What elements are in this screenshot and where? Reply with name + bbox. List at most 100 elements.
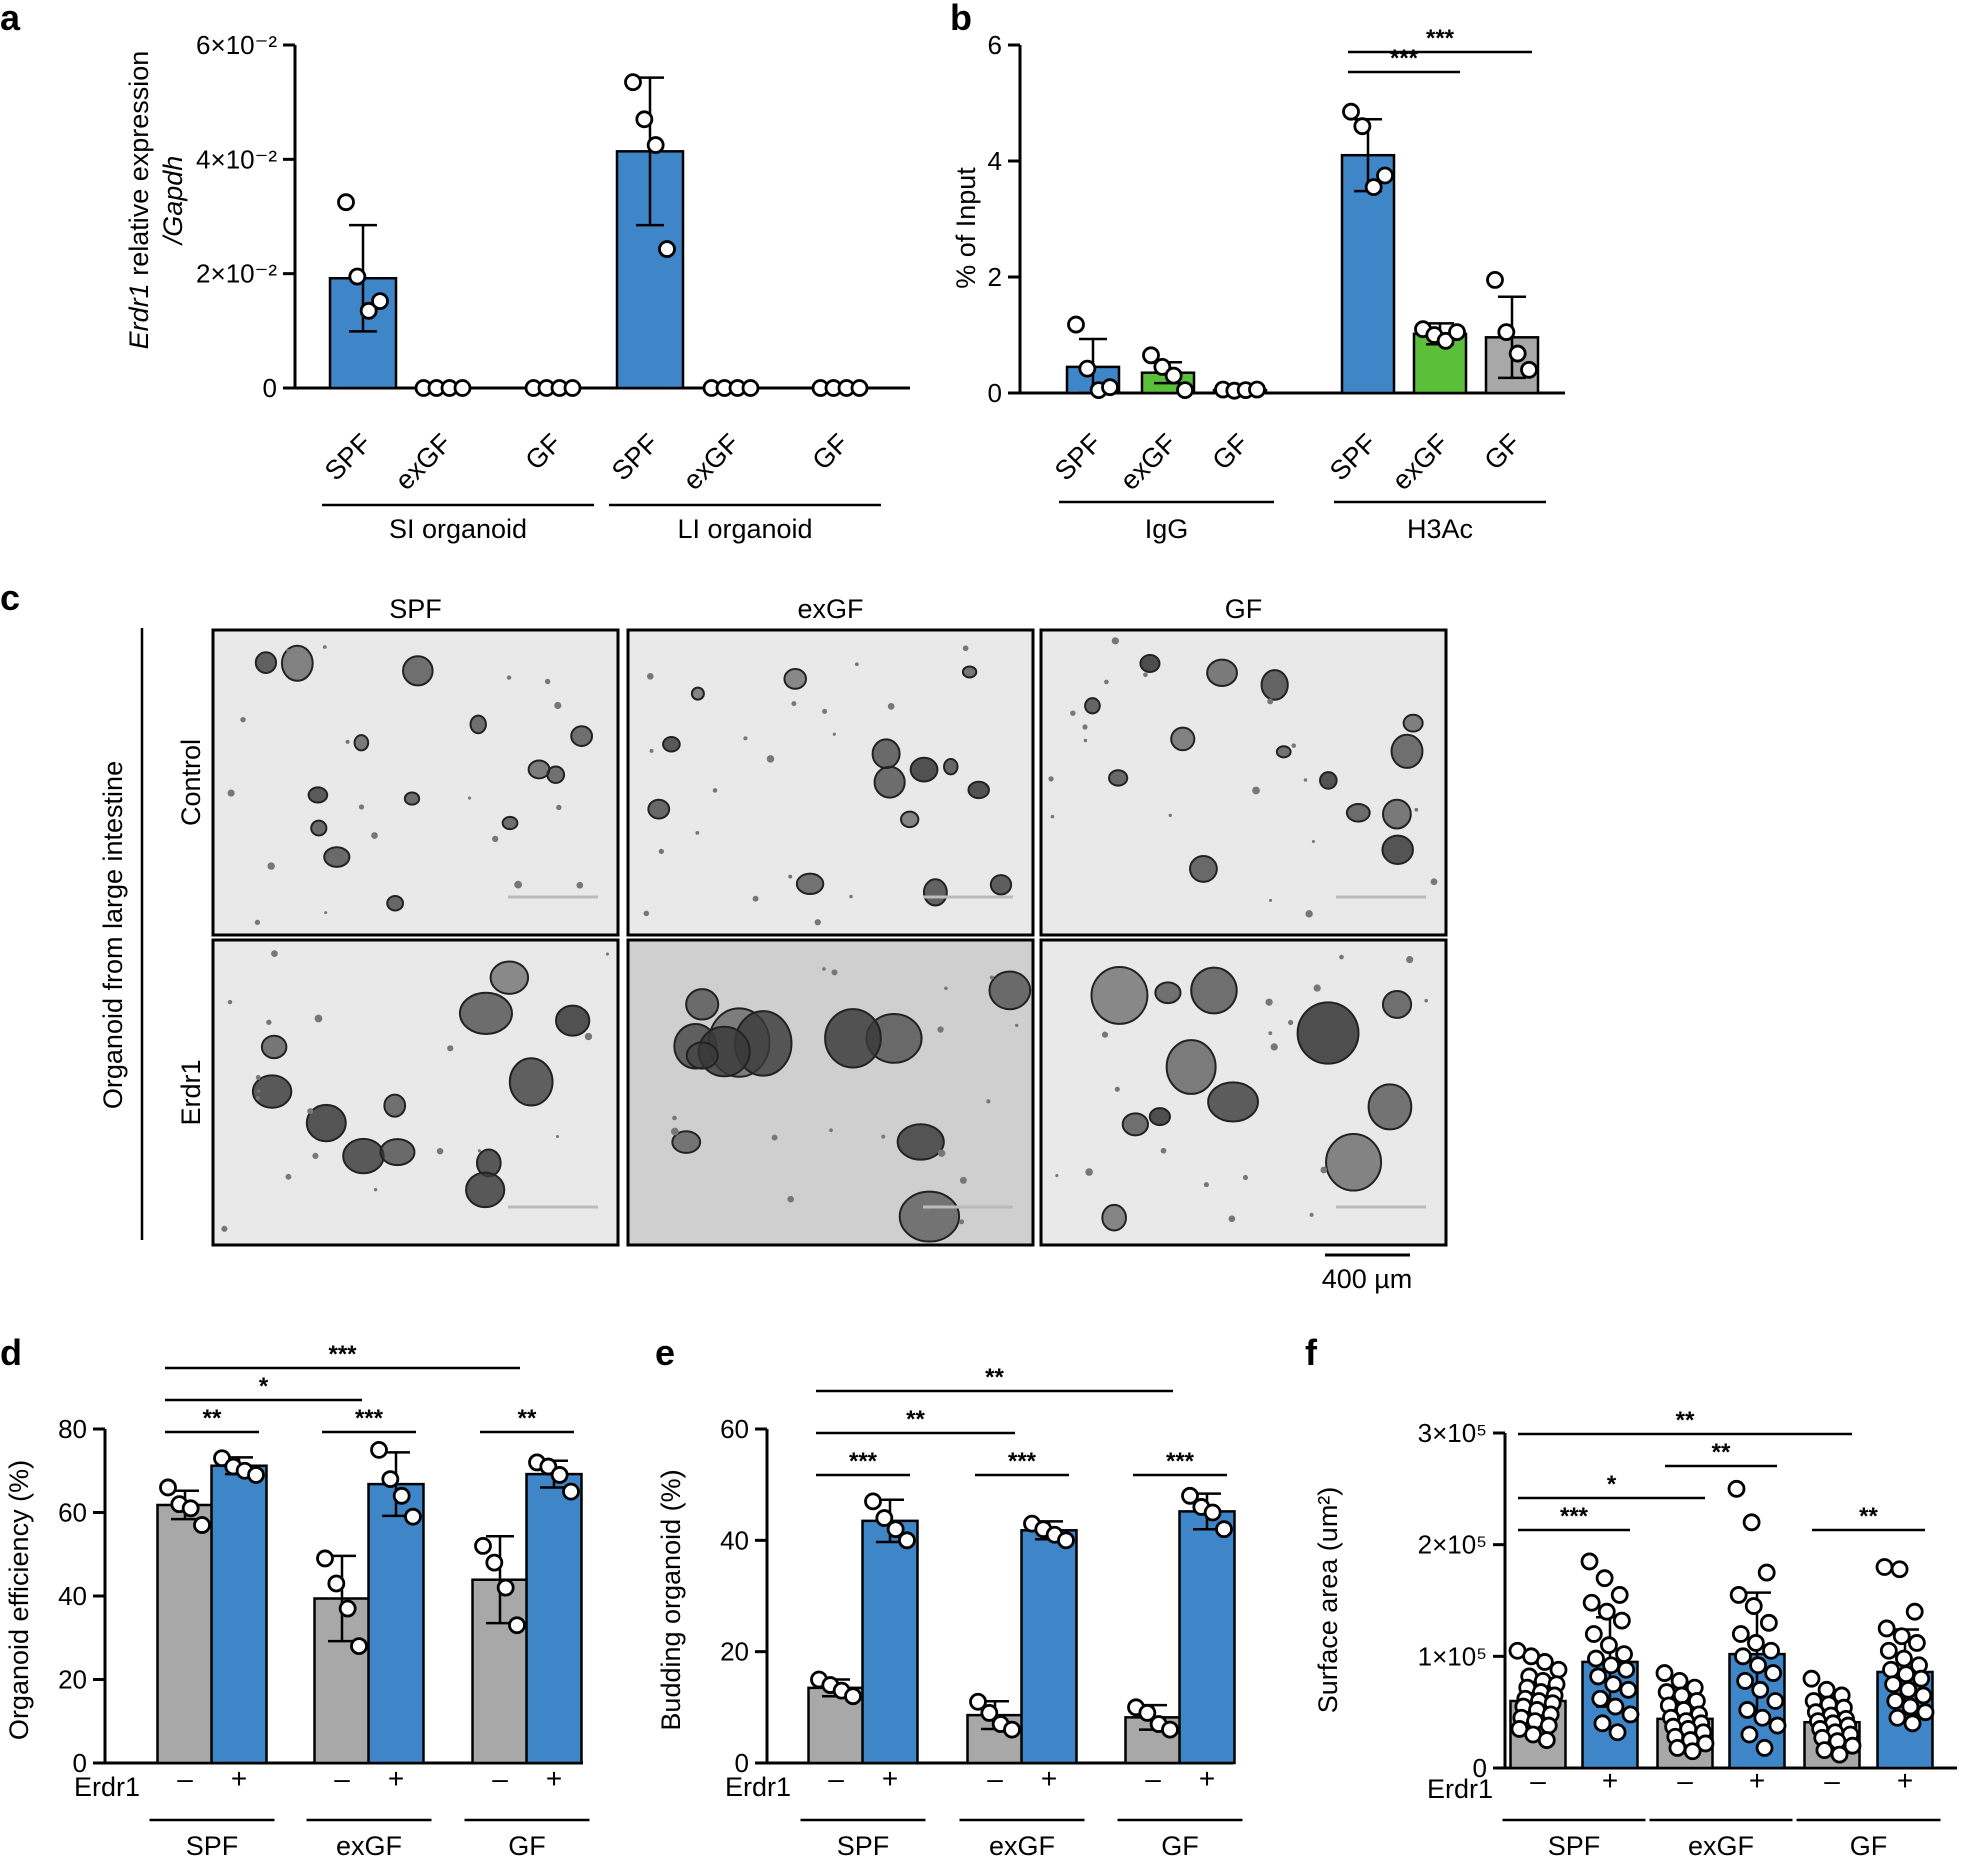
organoid-blob <box>402 655 434 687</box>
panel-letter-f: f <box>1305 1332 1318 1373</box>
group-label: GF <box>1850 1831 1888 1859</box>
organoid-blob <box>570 725 594 747</box>
data-point <box>1830 1745 1849 1764</box>
group-label: SI organoid <box>389 514 527 544</box>
data-point <box>1683 1742 1702 1761</box>
data-point <box>370 1440 388 1459</box>
organoid-blob <box>783 668 808 690</box>
data-point <box>1817 1680 1836 1699</box>
y-tick-label: 6×10⁻² <box>196 30 277 60</box>
organoid-blob <box>1170 726 1196 752</box>
category-label: + <box>231 1763 247 1794</box>
debris-speck <box>1303 778 1308 782</box>
data-point <box>1448 323 1466 342</box>
category-label: – <box>177 1763 193 1794</box>
data-point <box>508 1616 526 1635</box>
significance-label: ** <box>1859 1503 1878 1530</box>
debris-speck <box>1203 1182 1209 1188</box>
debris-speck <box>752 895 759 902</box>
organoid-blob <box>379 1138 416 1167</box>
debris-speck <box>1242 1175 1248 1181</box>
data-point <box>1593 1714 1612 1733</box>
y-tick-label: 0 <box>988 378 1002 408</box>
data-point <box>562 1482 580 1501</box>
significance-label: *** <box>1166 1448 1195 1475</box>
bar <box>367 1482 425 1765</box>
organoid-blob <box>795 872 825 896</box>
micrograph-image <box>626 628 1035 937</box>
debris-speck <box>1267 698 1274 705</box>
column-label: GF <box>1225 594 1263 624</box>
category-label: – <box>334 1763 350 1794</box>
debris-speck <box>555 1134 559 1139</box>
organoid-blob <box>501 815 519 831</box>
organoid-blob <box>685 988 720 1021</box>
debris-speck <box>814 919 821 926</box>
y-tick-label: 0 <box>263 373 277 403</box>
organoid-blob <box>1090 965 1149 1025</box>
data-point <box>1768 1716 1787 1735</box>
data-point <box>646 136 665 154</box>
y-tick-label: 60 <box>58 1498 87 1528</box>
category-label: exGF <box>389 428 457 496</box>
organoid-blob <box>458 991 513 1035</box>
significance-label: *** <box>328 1341 357 1368</box>
y-axis-label: % of Input <box>951 167 981 289</box>
y-tick-label: 6 <box>988 30 1002 60</box>
organoid-blob <box>909 756 939 783</box>
bar <box>1340 153 1396 395</box>
data-point <box>1907 1634 1926 1652</box>
debris-speck <box>649 748 654 753</box>
y-tick-label: 20 <box>720 1637 749 1667</box>
debris-speck <box>646 672 654 680</box>
data-point <box>1764 1664 1783 1682</box>
debris-speck <box>787 1195 794 1203</box>
debris-speck <box>670 1127 679 1136</box>
organoid-blob <box>465 1171 506 1209</box>
debris-speck <box>554 701 562 710</box>
organoid-blob <box>342 1137 385 1175</box>
organoid-blob <box>1189 855 1218 883</box>
debris-speck <box>436 1147 444 1155</box>
data-point <box>1003 1720 1021 1739</box>
data-point <box>1181 1486 1199 1505</box>
data-point <box>316 1549 334 1568</box>
panel-letter-e: e <box>655 1332 675 1373</box>
debris-speck <box>937 1026 944 1033</box>
organoid-blob <box>824 1008 882 1069</box>
significance-label: ** <box>518 1405 537 1432</box>
scale-bar-label: 400 µm <box>1322 1264 1413 1294</box>
significance-label: ** <box>1712 1439 1731 1466</box>
organoid-blob <box>383 1093 407 1118</box>
debris-speck <box>766 755 775 763</box>
organoid-blob <box>1139 654 1161 673</box>
debris-speck <box>477 1149 481 1153</box>
category-label: – <box>987 1763 1003 1794</box>
data-point <box>1067 315 1085 334</box>
organoid-blob <box>967 780 990 800</box>
category-label: – <box>492 1763 508 1794</box>
significance-label: ** <box>906 1406 925 1433</box>
debris-speck <box>887 703 895 710</box>
data-point <box>1757 1563 1776 1582</box>
debris-speck <box>322 645 327 649</box>
y-axis-label-italic: Erdr1 <box>124 283 154 349</box>
data-point <box>1587 1649 1605 1668</box>
debris-speck <box>1291 743 1296 748</box>
y-tick-label: 20 <box>58 1665 87 1695</box>
significance-label: * <box>1607 1471 1617 1498</box>
debris-speck <box>1268 1031 1273 1036</box>
organoid-blob <box>988 970 1032 1011</box>
debris-speck <box>514 880 523 889</box>
category-label: exGF <box>677 428 745 496</box>
data-point <box>1672 1686 1691 1705</box>
data-point <box>1759 1613 1778 1632</box>
data-point <box>1903 1714 1922 1733</box>
data-point <box>1078 359 1097 378</box>
data-point <box>1600 1636 1618 1655</box>
data-point <box>1176 381 1194 400</box>
data-point <box>875 1509 894 1527</box>
data-point <box>193 1516 211 1534</box>
organoid-blob <box>1190 966 1238 1015</box>
